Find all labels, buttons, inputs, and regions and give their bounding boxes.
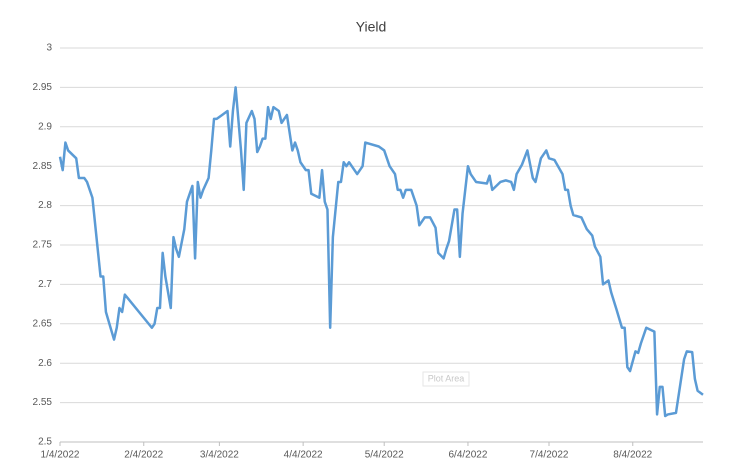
y-tick-label: 2.6 (38, 358, 52, 369)
y-tick-label: 2.55 (33, 397, 53, 408)
y-tick-label: 2.95 (33, 82, 53, 93)
x-tick-label: 4/4/2022 (284, 450, 323, 461)
x-tick-label: 1/4/2022 (41, 450, 80, 461)
tooltip-box (422, 371, 470, 387)
chart-title: Yield (356, 19, 387, 35)
y-tick-label: 2.75 (33, 240, 53, 251)
plot-area-tooltip: Plot Area (422, 371, 470, 387)
y-tick-label: 2.7 (38, 279, 52, 290)
x-tick-label: 2/4/2022 (124, 450, 163, 461)
y-tick-label: 3 (46, 43, 52, 54)
y-tick-label: 2.9 (38, 121, 52, 132)
x-tick-label: 3/4/2022 (200, 450, 239, 461)
y-tick-label: 2.65 (33, 318, 53, 329)
x-tick-label: 7/4/2022 (530, 450, 569, 461)
y-tick-label: 2.85 (33, 161, 53, 172)
data-line (58, 86, 704, 418)
y-tick-label: 2.5 (38, 437, 52, 448)
x-tick-label: 6/4/2022 (448, 450, 487, 461)
x-tick-label: 8/4/2022 (613, 450, 652, 461)
x-tick-label: 5/4/2022 (365, 450, 404, 461)
tooltip-text: Plot Area (428, 373, 465, 383)
y-tick-label: 2.8 (38, 200, 52, 211)
